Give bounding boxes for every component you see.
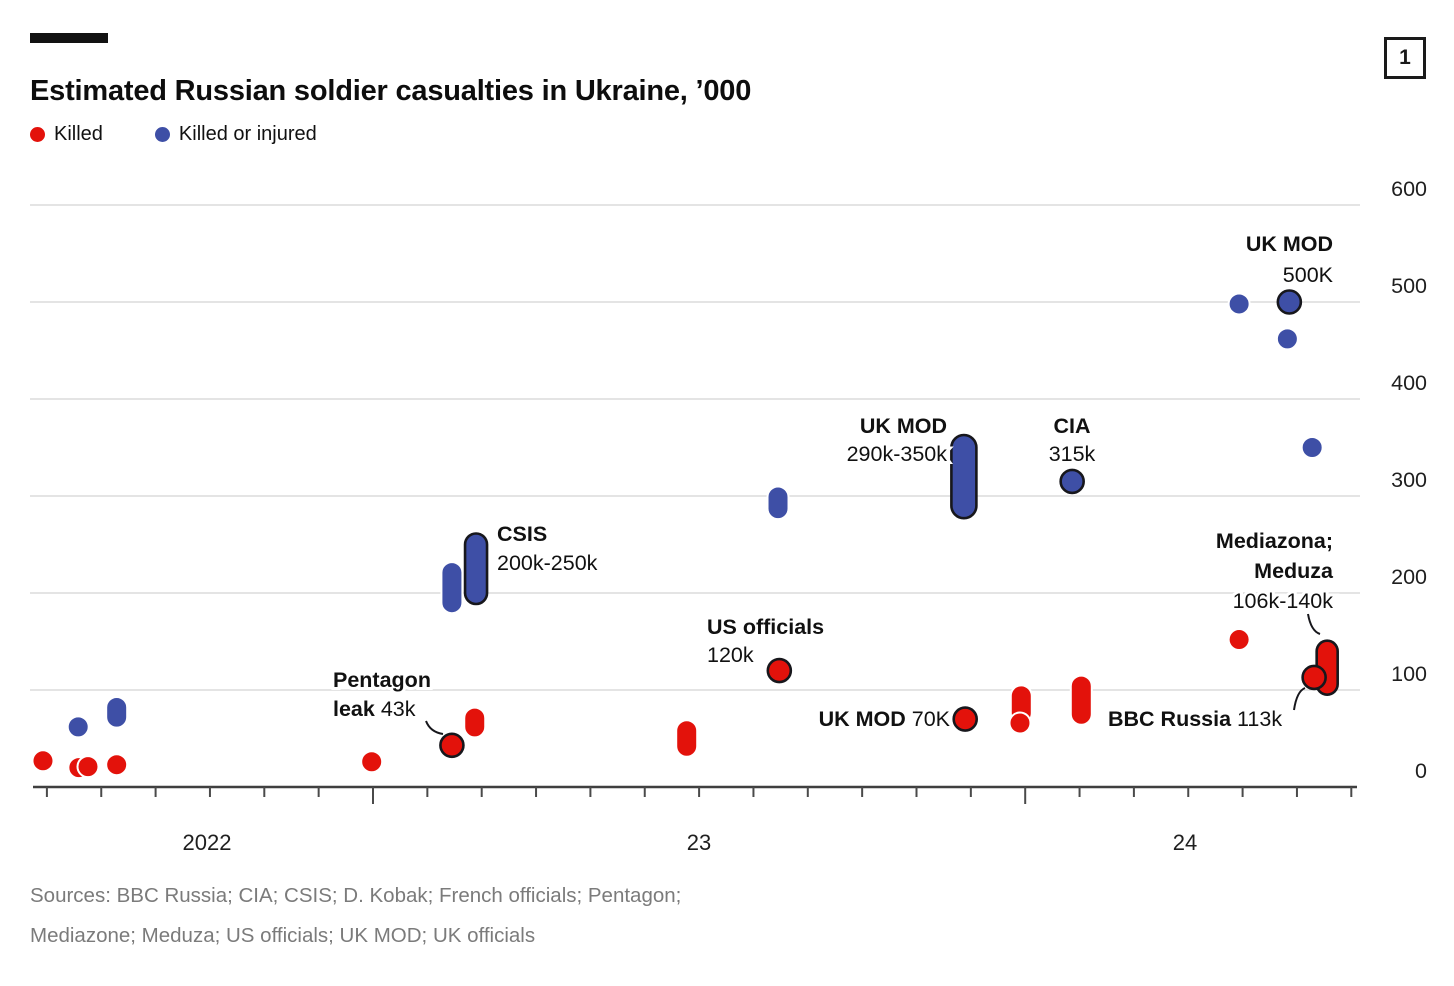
point-killed [105,753,129,777]
axis-layer: 600 500 400 300 200 100 0 2022 23 24 [33,175,1430,855]
page-title: Estimated Russian soldier casualties in … [30,75,752,108]
y-tick-label-500: 500 [1391,274,1427,298]
annotation-leader-bbc-russia [1293,687,1306,711]
legend-item-killed-or-injured: Killed or injured [154,123,317,146]
annotation-pentagon-leak: Pentagon [333,668,431,692]
year-label-24: 24 [1173,830,1197,855]
point-killed [1227,628,1251,652]
points-layer [31,289,1339,780]
annotation-leader-pentagon-leak [425,720,444,735]
pentagon-leak-point-killed [439,732,465,759]
point-killed-or-injured [66,715,90,739]
y-tick-label-100: 100 [1391,662,1427,686]
annotation-leader-mediazona-meduza [1307,613,1321,635]
annotation-csis: 200k-250k [497,551,598,575]
point-killed-or-injured [440,561,464,615]
point-killed-or-injured [766,485,790,521]
point-killed [1069,674,1093,726]
legend-label: Killed [54,123,103,145]
y-tick-label-200: 200 [1391,565,1427,589]
chart-number-badge: 1 [1384,37,1426,79]
us-officials-point-killed [766,657,793,684]
annotation-uk-mod-range: 290k-350k [847,442,948,466]
annotation-mediazona-meduza: Meduza [1254,559,1334,583]
annotation-uk-mod-range: UK MOD [860,414,947,438]
sources-line-1: Sources: BBC Russia; CIA; CSIS; D. Kobak… [30,884,682,907]
year-label-2022: 2022 [183,830,232,855]
sources-note: Sources: BBC Russia; CIA; CSIS; D. Kobak… [30,876,681,956]
legend-label: Killed or injured [178,123,317,145]
year-label-23: 23 [687,830,711,855]
annotation-layer: CSIS 200k-250k Pentagon leak 43k US official… [330,229,1337,735]
annotation-csis: CSIS [497,522,547,546]
killed-dot-icon [30,127,45,142]
uk-mod-point-killed-or-injured [1276,289,1303,315]
sources-line-2: Mediazone; Meduza; US officials; UK MOD;… [30,924,536,947]
grid-layer [30,204,1360,691]
annotation-uk-mod-500: UK MOD [1246,232,1333,256]
annotation-cia: CIA [1053,414,1090,438]
brand-tag-bar [30,33,108,43]
point-killed-or-injured [1275,327,1299,351]
annotation-us-officials: US officials [707,615,824,639]
legend-item-killed: Killed [30,123,103,146]
point-killed-or-injured [105,695,129,729]
killed-or-injured-dot-icon [154,127,170,142]
csis-point-killed-or-injured [463,532,489,606]
uk-mod-point-killed-or-injured [950,433,978,520]
uk-mod-point-killed [952,706,978,732]
legend: Killed Killed or injured [30,123,317,146]
y-tick-label-300: 300 [1391,468,1427,492]
point-killed-or-injured [1227,292,1251,316]
y-tick-label-400: 400 [1391,371,1427,395]
cia-point-killed-or-injured [1059,468,1085,495]
point-killed [31,749,55,773]
annotation-mediazona-meduza: 106k-140k [1233,589,1334,613]
point-killed-or-injured [1300,436,1324,459]
point-killed [76,755,100,779]
annotation-bbc-russia: BBC Russia 113k [1108,707,1282,731]
point-killed [675,719,699,758]
point-killed [360,750,384,774]
annotation-cia: 315k [1049,442,1096,466]
bbc-russia-point-killed [1301,664,1327,691]
annotation-uk-mod-500: 500K [1283,263,1334,287]
annotation-uk-mod-70: UK MOD 70K [819,707,951,731]
annotation-pentagon-leak: leak 43k [333,697,416,721]
annotation-mediazona-meduza: Mediazona; [1216,529,1333,553]
point-killed [1008,711,1032,735]
point-killed [463,706,487,739]
y-tick-label-0: 0 [1415,759,1427,783]
annotation-us-officials: 120k [707,643,754,667]
y-tick-label-600: 600 [1391,177,1427,201]
